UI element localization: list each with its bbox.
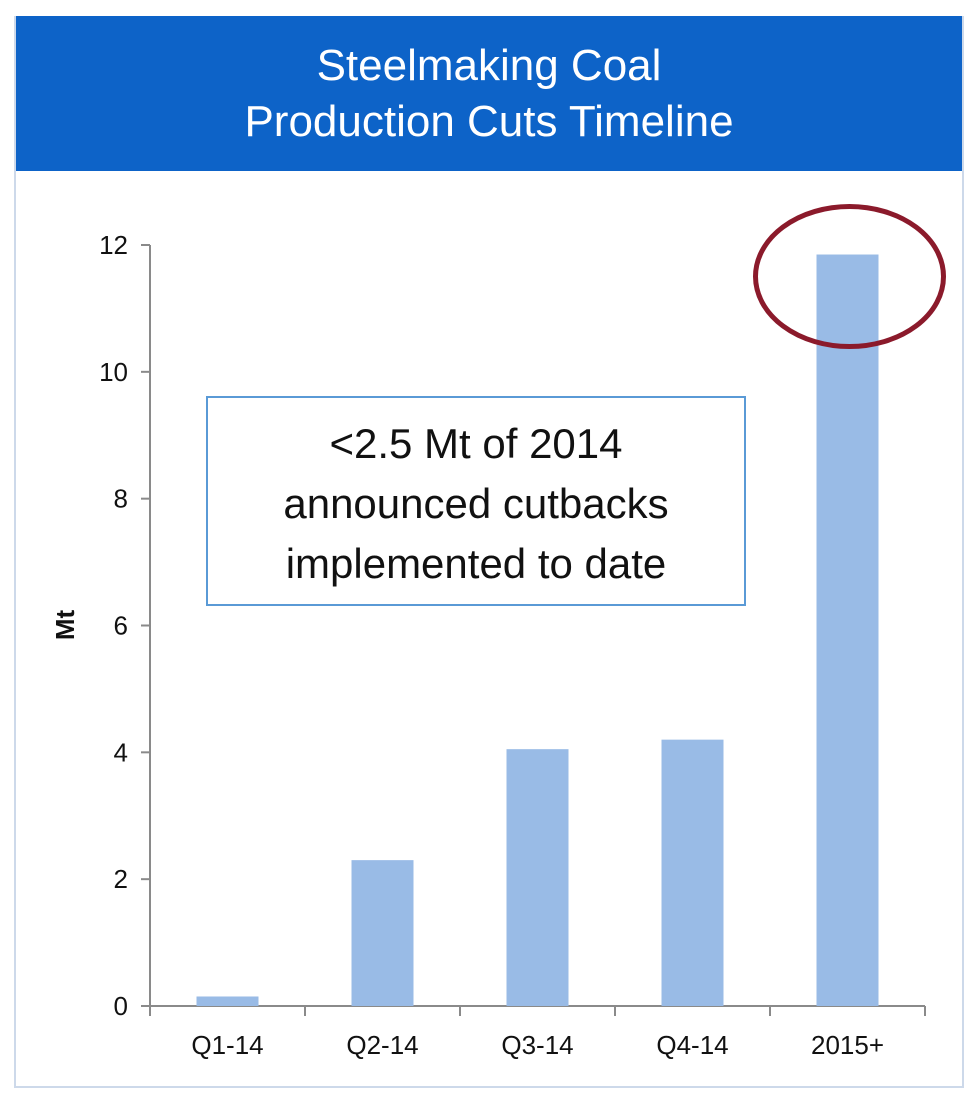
x-tick-label: Q2-14 xyxy=(346,1030,418,1060)
annotation-line-1: <2.5 Mt of 2014 xyxy=(329,420,622,467)
bar-2015- xyxy=(816,254,879,1006)
y-tick-label: 12 xyxy=(99,230,128,260)
y-tick-label: 2 xyxy=(114,864,128,894)
annotation-line-3: implemented to date xyxy=(286,540,667,587)
x-tick-label: 2015+ xyxy=(811,1030,884,1060)
bar-q3-14 xyxy=(506,749,569,1006)
chart-title-banner: Steelmaking Coal Production Cuts Timelin… xyxy=(16,16,962,171)
y-tick-label: 8 xyxy=(114,484,128,514)
chart-title-line-2: Production Cuts Timeline xyxy=(244,96,734,146)
x-tick-label: Q4-14 xyxy=(656,1030,728,1060)
y-tick-label: 4 xyxy=(114,737,128,767)
x-tick-label: Q1-14 xyxy=(191,1030,263,1060)
annotation-line-2: announced cutbacks xyxy=(283,480,668,527)
y-tick-label: 10 xyxy=(99,357,128,387)
x-tick-label: Q3-14 xyxy=(501,1030,573,1060)
bar-q2-14 xyxy=(351,860,414,1006)
chart-title-line-1: Steelmaking Coal xyxy=(316,40,662,90)
y-tick-label: 6 xyxy=(114,611,128,641)
annotation-box xyxy=(206,396,746,606)
y-tick-label: 0 xyxy=(114,991,128,1021)
y-axis-label: Mt xyxy=(50,610,80,641)
highlight-circle xyxy=(753,204,946,350)
bar-q1-14 xyxy=(196,996,259,1006)
bar-q4-14 xyxy=(661,739,724,1006)
